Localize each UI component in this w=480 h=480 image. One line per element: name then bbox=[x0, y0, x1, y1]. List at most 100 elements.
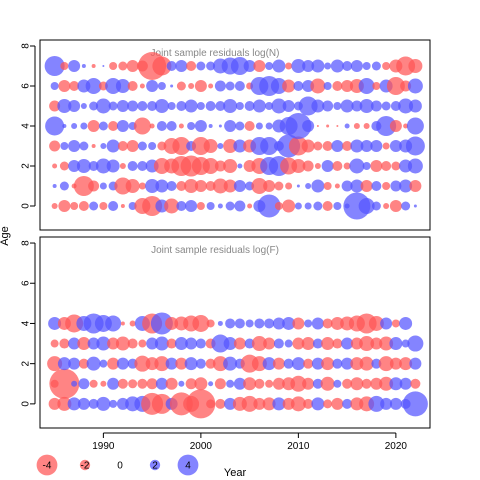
residual-bubble bbox=[106, 139, 120, 153]
residual-bubble bbox=[272, 377, 285, 390]
residual-bubble bbox=[291, 357, 305, 371]
residual-bubble bbox=[265, 62, 274, 70]
legend-label: 4 bbox=[185, 461, 191, 472]
residual-bubble bbox=[270, 78, 287, 94]
residual-bubble bbox=[223, 337, 237, 351]
residual-bubble bbox=[370, 337, 383, 350]
residual-bubble bbox=[282, 79, 296, 93]
residual-bubble bbox=[107, 377, 120, 390]
residual-bubble bbox=[49, 100, 61, 112]
residual-bubble bbox=[234, 81, 245, 91]
residual-bubble bbox=[77, 397, 90, 410]
residual-bubble bbox=[206, 319, 215, 328]
residual-bubble bbox=[185, 337, 198, 350]
residual-bubble bbox=[302, 60, 315, 72]
residual-bubble bbox=[206, 202, 215, 210]
residual-bubble bbox=[80, 103, 87, 109]
residual-bubble bbox=[332, 161, 343, 171]
residual-bubble bbox=[170, 84, 174, 88]
residual-bubble bbox=[77, 337, 91, 351]
residual-bubble bbox=[60, 62, 69, 70]
residual-bubble bbox=[176, 181, 187, 191]
residual-bubble bbox=[205, 181, 216, 191]
residual-bubble bbox=[251, 178, 268, 194]
residual-bubble bbox=[371, 181, 382, 191]
residual-bubble bbox=[326, 124, 330, 128]
residual-bubble bbox=[88, 161, 99, 171]
residual-bubble bbox=[371, 358, 382, 369]
residual-bubble bbox=[283, 358, 294, 369]
residual-bubble bbox=[195, 358, 206, 369]
residual-bubble bbox=[102, 65, 105, 67]
residual-bubble bbox=[176, 81, 186, 91]
residual-bubble bbox=[399, 316, 413, 330]
residual-bubble bbox=[282, 199, 296, 213]
residual-bubble bbox=[282, 100, 295, 112]
residual-bubble bbox=[137, 378, 148, 389]
residual-bubble bbox=[330, 316, 344, 330]
residual-bubble bbox=[138, 339, 147, 348]
residual-bubble bbox=[263, 337, 276, 350]
residual-bubble bbox=[391, 319, 400, 328]
residual-bubble bbox=[178, 123, 184, 129]
residual-bubble bbox=[125, 179, 140, 193]
residual-bubble bbox=[151, 393, 172, 414]
residual-bubble bbox=[100, 143, 107, 149]
residual-bubble bbox=[291, 159, 306, 173]
residual-bubble bbox=[184, 99, 198, 113]
residual-bubble bbox=[174, 337, 188, 351]
residual-bubble bbox=[370, 377, 383, 390]
residual-bubble bbox=[156, 121, 167, 131]
legend-bubble bbox=[149, 459, 161, 471]
residual-bubble bbox=[194, 80, 207, 92]
residual-bubble bbox=[186, 61, 197, 71]
residual-bubble bbox=[360, 140, 373, 152]
residual-bubble bbox=[399, 357, 413, 371]
residual-bubble bbox=[78, 201, 89, 211]
residual-bubble bbox=[312, 338, 323, 349]
residual-bubble bbox=[358, 78, 375, 94]
residual-bubble bbox=[59, 338, 70, 349]
residual-bubble bbox=[203, 139, 218, 153]
residual-bubble bbox=[400, 80, 412, 92]
residual-bubble bbox=[99, 202, 108, 210]
residual-bubble bbox=[370, 160, 383, 172]
residual-bubble bbox=[68, 160, 81, 172]
residual-bubble bbox=[311, 397, 325, 411]
legend: -4 -2 0 2 4 bbox=[36, 454, 199, 476]
residual-bubble bbox=[274, 202, 283, 210]
residual-bubble bbox=[164, 198, 180, 214]
residual-bubble bbox=[288, 136, 308, 156]
residual-bubble bbox=[172, 137, 191, 155]
residual-bubble bbox=[157, 82, 166, 90]
residual-bubble bbox=[45, 116, 65, 136]
residual-bubble bbox=[284, 339, 293, 348]
residual-bubble bbox=[401, 339, 410, 348]
residual-bubble bbox=[89, 201, 99, 211]
residual-bubble bbox=[379, 376, 394, 391]
residual-bubble bbox=[127, 81, 138, 91]
residual-bubble bbox=[184, 357, 198, 371]
residual-bubble bbox=[206, 61, 216, 71]
residual-bubble bbox=[68, 357, 81, 370]
residual-bubble bbox=[78, 378, 90, 390]
legend-label: -2 bbox=[81, 461, 90, 472]
residual-bubble bbox=[165, 316, 179, 330]
residual-bubble bbox=[260, 137, 279, 155]
residual-bubble bbox=[105, 315, 122, 332]
residual-bubble bbox=[322, 318, 333, 329]
residual-bubble bbox=[274, 181, 284, 191]
residual-bubble bbox=[211, 334, 230, 353]
residual-bubble bbox=[192, 314, 210, 332]
residual-bubble bbox=[60, 142, 69, 150]
residual-bubble bbox=[79, 141, 89, 151]
residual-bubble bbox=[48, 397, 61, 410]
residual-bubble bbox=[358, 198, 375, 214]
residual-bubble bbox=[378, 356, 394, 372]
residual-bubble bbox=[108, 121, 119, 131]
residual-bubble bbox=[166, 121, 177, 131]
residual-bubble bbox=[409, 357, 422, 370]
residual-bubble bbox=[98, 121, 108, 131]
residual-bubble bbox=[89, 101, 99, 111]
